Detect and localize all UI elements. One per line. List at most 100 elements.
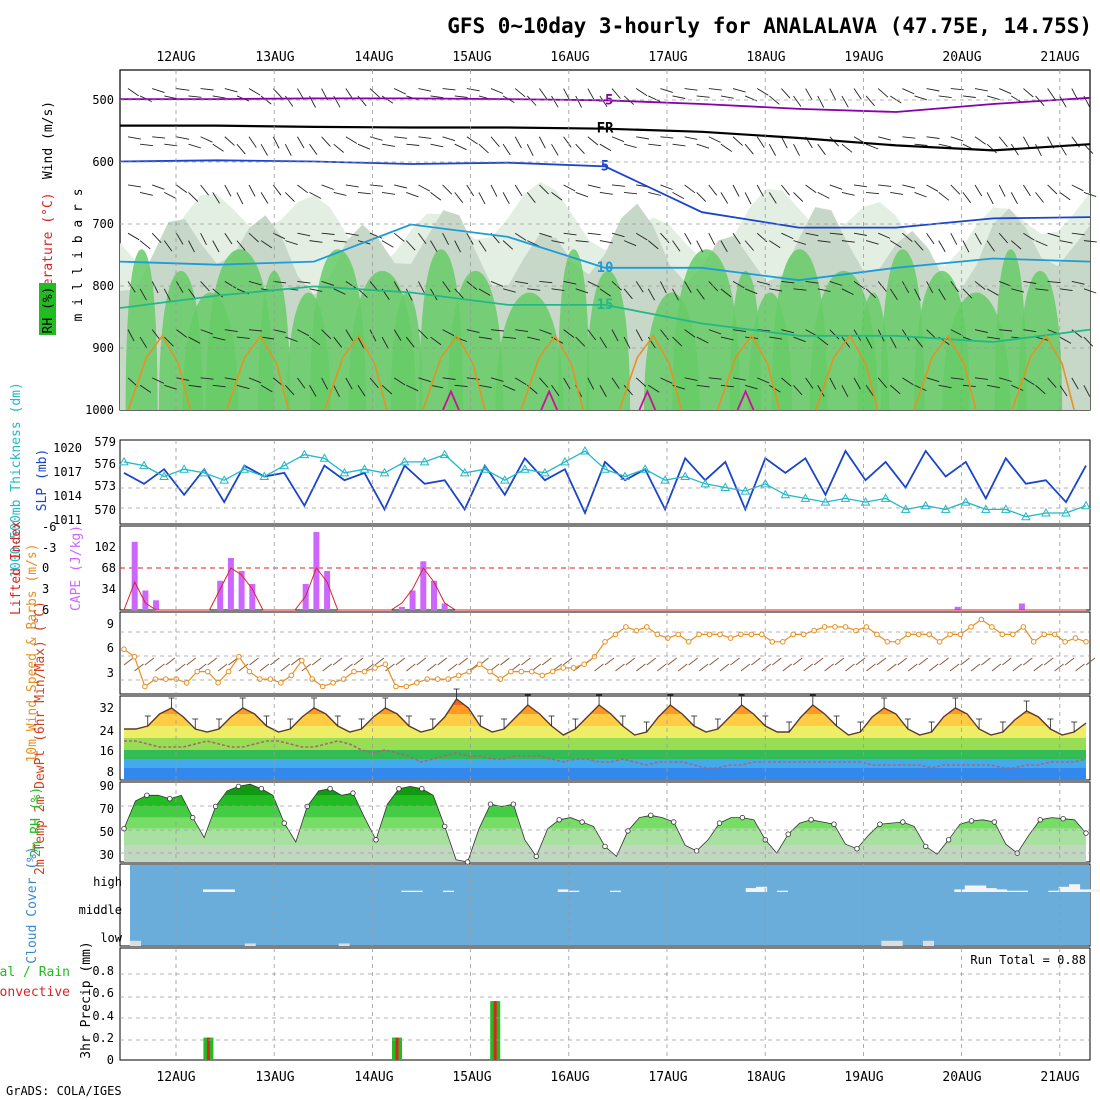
wind-barb [357, 95, 367, 107]
wind10m-point [675, 631, 682, 638]
date-label-top: 12AUG [156, 50, 195, 65]
isotherm-10 [119, 223, 1091, 282]
wind10m-point [915, 631, 922, 638]
cape-tick: 68 [102, 561, 116, 575]
wind-barb [732, 184, 740, 197]
wind-barb [999, 329, 1013, 332]
thickness-point [900, 504, 911, 513]
wind-barb [369, 136, 383, 141]
wind-barb [297, 136, 305, 149]
slp-layer [119, 445, 1091, 521]
wind10m-point [278, 680, 284, 686]
wind10m-barb [855, 657, 866, 666]
wind10m-point [863, 624, 870, 630]
thickness-point [459, 467, 470, 477]
thickness-point [439, 449, 450, 459]
thickness-point [620, 471, 630, 481]
wind10m-point [821, 624, 828, 630]
wind10m-point [225, 668, 232, 675]
temp-tick: 24 [100, 724, 114, 738]
rh-point [648, 812, 654, 818]
wind-barb [285, 240, 298, 246]
wind-barb [394, 136, 408, 139]
wind10m-point [811, 627, 817, 634]
wind-barb [889, 288, 898, 300]
wind-barb [139, 336, 148, 349]
wind-barb [999, 88, 1012, 95]
wind10m-barb [646, 657, 657, 666]
wind10m-point [748, 631, 755, 638]
wind-barb [502, 384, 516, 391]
li-line [123, 566, 1086, 611]
wind-barb [902, 88, 915, 95]
wind-barb [333, 336, 343, 348]
wind10m-barb [217, 663, 228, 672]
wind10m-barb [1085, 657, 1096, 666]
wind10m-point [518, 668, 525, 675]
wind-barb [333, 240, 347, 243]
wind-barb [284, 192, 295, 202]
wind-barb [502, 143, 511, 156]
wind-barb [127, 232, 140, 241]
wind-barb [333, 143, 344, 153]
wind-barb [998, 184, 1006, 197]
isotherm-label: 10 [597, 260, 614, 276]
wind10m-barb [761, 663, 772, 672]
pressure-ticks: 500 600 700 800 900 1000 [85, 93, 114, 417]
wind-barb [164, 192, 177, 199]
wind-barb [890, 191, 904, 195]
wind-barb [865, 95, 875, 107]
wind-barb [708, 88, 722, 91]
wind-barb [769, 336, 783, 340]
wind-barb [127, 184, 141, 188]
pressure-tick: 1000 [85, 403, 114, 417]
wind-barb [611, 377, 620, 389]
wind10m-point [142, 683, 148, 690]
wind-barb [720, 384, 734, 388]
wind-barb [974, 136, 986, 145]
wind-barb [599, 288, 611, 297]
wind10m-barb [677, 663, 688, 672]
wind-barb [381, 336, 389, 349]
wind-barb [478, 143, 489, 154]
cape-bar [420, 561, 427, 611]
wind-barb [732, 377, 746, 381]
wind-barb [926, 377, 940, 383]
wind-barb [514, 232, 527, 241]
wind-barb [394, 88, 407, 95]
wind-barb [272, 136, 280, 149]
wind-barb [696, 95, 710, 98]
wind-barb [200, 88, 214, 91]
wind-barb [829, 280, 843, 286]
wind-barb [744, 192, 752, 205]
wind-barb [1071, 377, 1079, 390]
isotherm-20 [422, 334, 486, 411]
wind-barb [321, 280, 335, 286]
date-label-top: 17AUG [648, 50, 687, 65]
wind-barb [369, 377, 379, 389]
wind-barb [829, 88, 837, 101]
wind-barb [696, 143, 710, 149]
cloud-low-bar [891, 940, 903, 946]
wind-barb [672, 95, 686, 99]
thickness-point [419, 456, 430, 466]
wind-barb [962, 240, 970, 253]
rh-green-column [205, 249, 274, 410]
wind10m-barb [698, 663, 709, 672]
wind-barb [829, 329, 840, 340]
wind10m-barb [636, 663, 646, 672]
wind-barb [708, 232, 716, 246]
rh-axis-label: RH (%) [41, 287, 56, 334]
wind10m-barb [845, 663, 855, 672]
wind10m-layer [121, 616, 1096, 690]
wind-barb [793, 143, 800, 156]
cape-bar [313, 532, 320, 610]
wind10m-barb [416, 657, 427, 666]
thickness-point [299, 449, 310, 459]
rh-green-column [495, 292, 564, 410]
dates-top: 12AUG 13AUG 14AUG 15AUG 16AUG 17AUG 18AU… [156, 50, 1079, 65]
wind-barb [442, 184, 453, 195]
rh-tick: 50 [100, 825, 114, 839]
rh-green-column [942, 292, 1011, 410]
wind10m-barb [949, 663, 960, 672]
